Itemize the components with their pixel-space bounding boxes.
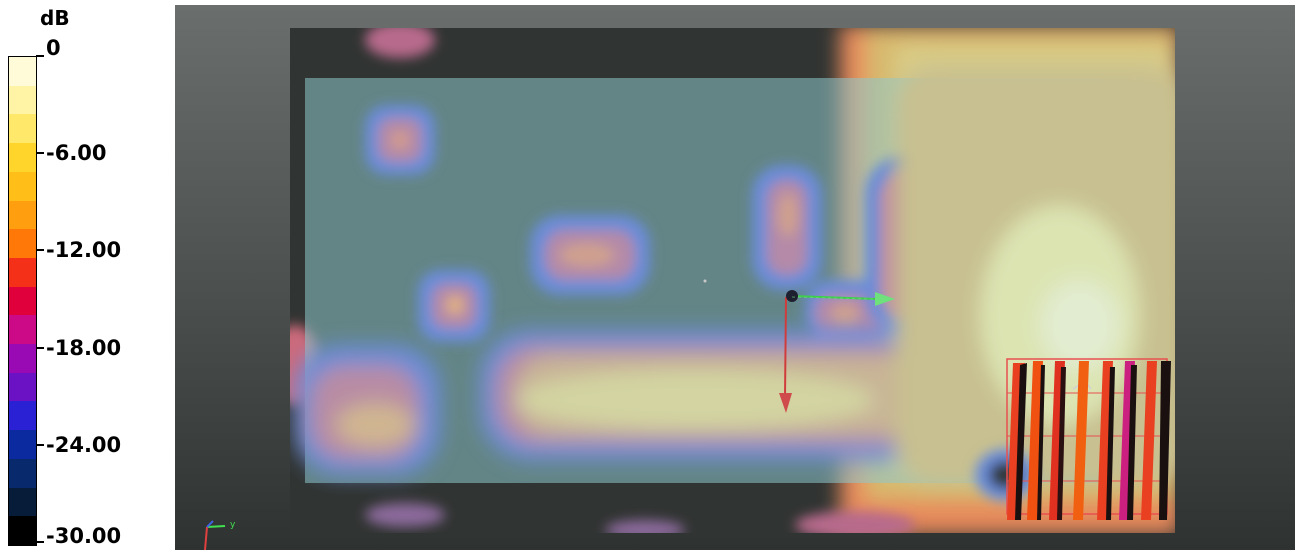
axis-y-label: y bbox=[230, 520, 236, 530]
legend-label: -30.00 bbox=[46, 524, 122, 548]
axis-triad: y bbox=[204, 520, 236, 550]
legend-unit-label: dB bbox=[40, 6, 70, 30]
legend-swatch bbox=[9, 85, 36, 115]
legend-label: -24.00 bbox=[46, 432, 122, 457]
legend-label: 0 bbox=[46, 36, 61, 60]
legend-swatch bbox=[9, 229, 36, 259]
legend-swatch bbox=[9, 286, 36, 316]
legend-swatch bbox=[9, 430, 36, 460]
legend-tick bbox=[36, 152, 44, 155]
color-legend: dB 0 -6.00 -12.00 -18.00 -24.00 -30.00 bbox=[0, 0, 175, 550]
legend-tick bbox=[36, 55, 44, 57]
heat-hotspots bbox=[295, 65, 1175, 501]
legend-swatch bbox=[9, 372, 36, 403]
legend-swatch bbox=[9, 143, 36, 173]
legend-swatch bbox=[9, 516, 36, 546]
legend-swatch bbox=[9, 114, 36, 144]
legend-tick bbox=[36, 346, 44, 349]
legend-color-bar bbox=[8, 56, 37, 546]
legend-tick bbox=[36, 443, 44, 446]
legend-swatch bbox=[9, 344, 36, 374]
legend-label: -18.00 bbox=[46, 335, 122, 360]
legend-swatch bbox=[9, 200, 36, 230]
rack-object[interactable] bbox=[1006, 358, 1171, 520]
heatmap-scene: y bbox=[204, 28, 1175, 550]
3d-viewport[interactable]: y bbox=[175, 5, 1295, 550]
legend-label: -6.00 bbox=[46, 141, 107, 166]
legend-swatch bbox=[9, 171, 36, 202]
legend-tick bbox=[36, 249, 44, 252]
rack-stripes bbox=[1007, 361, 1171, 520]
transmitter-gizmo[interactable] bbox=[779, 290, 895, 413]
scene-point bbox=[703, 279, 707, 283]
legend-swatch bbox=[9, 487, 36, 517]
legend-swatch bbox=[9, 458, 36, 489]
legend-swatch bbox=[9, 315, 36, 345]
legend-swatch bbox=[9, 401, 36, 431]
legend-tick bbox=[36, 541, 44, 543]
legend-label: -12.00 bbox=[46, 238, 122, 263]
legend-swatch bbox=[9, 257, 36, 288]
legend-swatch bbox=[9, 57, 36, 87]
